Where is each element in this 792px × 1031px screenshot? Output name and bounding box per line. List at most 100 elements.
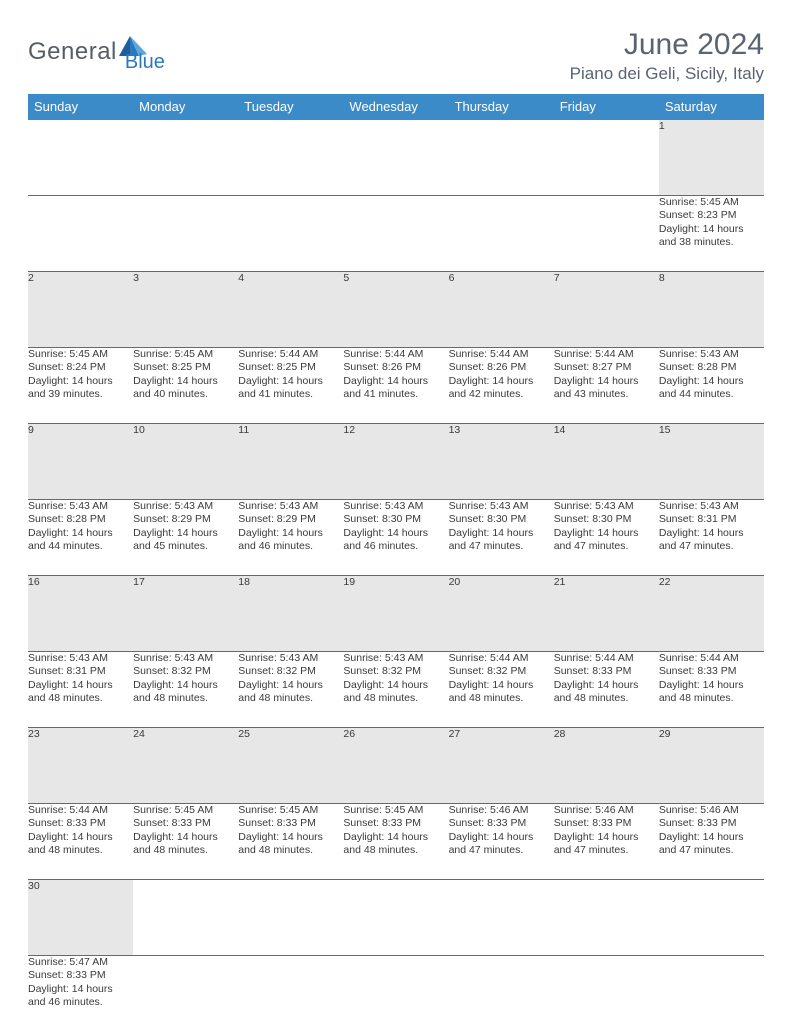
day-number: 2 xyxy=(28,272,34,284)
day-number-cell: 18 xyxy=(238,576,343,652)
day-content-cell: Sunrise: 5:45 AMSunset: 8:33 PMDaylight:… xyxy=(238,804,343,880)
sunrise-text: Sunrise: 5:43 AM xyxy=(238,652,343,665)
sunset-text: Sunset: 8:33 PM xyxy=(238,817,343,830)
day-number-cell xyxy=(238,880,343,956)
day-content-cell: Sunrise: 5:44 AMSunset: 8:32 PMDaylight:… xyxy=(449,652,554,728)
day-content-cell: Sunrise: 5:44 AMSunset: 8:27 PMDaylight:… xyxy=(554,348,659,424)
daylight-text: Daylight: 14 hours xyxy=(449,527,554,540)
daylight-text: and 47 minutes. xyxy=(449,540,554,553)
sunset-text: Sunset: 8:33 PM xyxy=(28,969,133,982)
day-number: 29 xyxy=(659,728,671,740)
day-content-cell: Sunrise: 5:43 AMSunset: 8:31 PMDaylight:… xyxy=(659,500,764,576)
daylight-text: Daylight: 14 hours xyxy=(554,831,659,844)
daylight-text: and 47 minutes. xyxy=(554,844,659,857)
sunset-text: Sunset: 8:33 PM xyxy=(343,817,448,830)
daylight-text: and 48 minutes. xyxy=(133,844,238,857)
daylight-text: Daylight: 14 hours xyxy=(554,527,659,540)
day-number: 9 xyxy=(28,424,34,436)
day-number: 4 xyxy=(238,272,244,284)
daylight-text: and 47 minutes. xyxy=(659,844,764,857)
day-number: 13 xyxy=(449,424,461,436)
calendar-page: General Blue June 2024 Piano dei Geli, S… xyxy=(0,0,792,1031)
daylight-text: and 41 minutes. xyxy=(343,388,448,401)
day-content-cell: Sunrise: 5:47 AMSunset: 8:33 PMDaylight:… xyxy=(28,956,133,1031)
calendar-head: Sunday Monday Tuesday Wednesday Thursday… xyxy=(28,94,764,120)
day-number: 3 xyxy=(133,272,139,284)
day-number: 7 xyxy=(554,272,560,284)
day-content-cell: Sunrise: 5:45 AMSunset: 8:33 PMDaylight:… xyxy=(133,804,238,880)
day-number: 11 xyxy=(238,424,249,436)
day-number-cell: 21 xyxy=(554,576,659,652)
daylight-text: Daylight: 14 hours xyxy=(343,527,448,540)
day-header: Sunday xyxy=(28,94,133,120)
daylight-text: Daylight: 14 hours xyxy=(343,679,448,692)
sunrise-text: Sunrise: 5:43 AM xyxy=(449,500,554,513)
day-number: 28 xyxy=(554,728,566,740)
daylight-text: and 38 minutes. xyxy=(659,236,764,249)
sunset-text: Sunset: 8:33 PM xyxy=(28,817,133,830)
sunrise-text: Sunrise: 5:46 AM xyxy=(449,804,554,817)
sunrise-text: Sunrise: 5:44 AM xyxy=(554,652,659,665)
day-content-cell: Sunrise: 5:46 AMSunset: 8:33 PMDaylight:… xyxy=(659,804,764,880)
day-number-cell: 30 xyxy=(28,880,133,956)
daylight-text: Daylight: 14 hours xyxy=(133,831,238,844)
daylight-text: and 48 minutes. xyxy=(28,692,133,705)
sunrise-text: Sunrise: 5:45 AM xyxy=(238,804,343,817)
sunset-text: Sunset: 8:33 PM xyxy=(659,665,764,678)
daynum-row: 9101112131415 xyxy=(28,424,764,500)
sunrise-text: Sunrise: 5:44 AM xyxy=(659,652,764,665)
daylight-text: and 48 minutes. xyxy=(343,692,448,705)
daylight-text: Daylight: 14 hours xyxy=(343,375,448,388)
day-number-cell xyxy=(449,880,554,956)
daylight-text: Daylight: 14 hours xyxy=(449,831,554,844)
daylight-text: Daylight: 14 hours xyxy=(449,679,554,692)
daylight-text: Daylight: 14 hours xyxy=(659,831,764,844)
daylight-text: Daylight: 14 hours xyxy=(238,527,343,540)
day-content-cell: Sunrise: 5:44 AMSunset: 8:33 PMDaylight:… xyxy=(554,652,659,728)
sunrise-text: Sunrise: 5:44 AM xyxy=(343,348,448,361)
daylight-text: and 46 minutes. xyxy=(28,996,133,1009)
day-number-cell: 27 xyxy=(449,728,554,804)
content-row: Sunrise: 5:44 AMSunset: 8:33 PMDaylight:… xyxy=(28,804,764,880)
sunset-text: Sunset: 8:30 PM xyxy=(554,513,659,526)
sunrise-text: Sunrise: 5:45 AM xyxy=(343,804,448,817)
day-content-cell xyxy=(659,956,764,1031)
day-content-cell: Sunrise: 5:43 AMSunset: 8:31 PMDaylight:… xyxy=(28,652,133,728)
daylight-text: Daylight: 14 hours xyxy=(28,679,133,692)
daynum-row: 1 xyxy=(28,120,764,196)
sunrise-text: Sunrise: 5:43 AM xyxy=(343,652,448,665)
sunset-text: Sunset: 8:30 PM xyxy=(343,513,448,526)
brand-logo: General Blue xyxy=(28,28,187,66)
sunrise-text: Sunrise: 5:44 AM xyxy=(554,348,659,361)
day-number: 20 xyxy=(449,576,461,588)
daylight-text: and 48 minutes. xyxy=(343,844,448,857)
day-number-cell xyxy=(449,120,554,196)
day-content-cell: Sunrise: 5:43 AMSunset: 8:32 PMDaylight:… xyxy=(133,652,238,728)
sunset-text: Sunset: 8:33 PM xyxy=(554,665,659,678)
day-content-cell: Sunrise: 5:46 AMSunset: 8:33 PMDaylight:… xyxy=(449,804,554,880)
sunset-text: Sunset: 8:24 PM xyxy=(28,361,133,374)
day-content-cell: Sunrise: 5:44 AMSunset: 8:33 PMDaylight:… xyxy=(28,804,133,880)
day-number: 23 xyxy=(28,728,40,740)
day-number-cell: 17 xyxy=(133,576,238,652)
sunset-text: Sunset: 8:29 PM xyxy=(238,513,343,526)
day-number: 18 xyxy=(238,576,250,588)
day-content-cell: Sunrise: 5:45 AMSunset: 8:33 PMDaylight:… xyxy=(343,804,448,880)
content-row: Sunrise: 5:43 AMSunset: 8:31 PMDaylight:… xyxy=(28,652,764,728)
day-content-cell: Sunrise: 5:43 AMSunset: 8:30 PMDaylight:… xyxy=(554,500,659,576)
day-number: 16 xyxy=(28,576,40,588)
day-number-cell: 5 xyxy=(343,272,448,348)
day-number-cell: 19 xyxy=(343,576,448,652)
day-content-cell: Sunrise: 5:43 AMSunset: 8:28 PMDaylight:… xyxy=(659,348,764,424)
sunrise-text: Sunrise: 5:44 AM xyxy=(238,348,343,361)
day-number: 27 xyxy=(449,728,461,740)
day-number-cell xyxy=(659,880,764,956)
daylight-text: and 48 minutes. xyxy=(238,692,343,705)
day-content-cell: Sunrise: 5:43 AMSunset: 8:30 PMDaylight:… xyxy=(343,500,448,576)
day-number-cell: 29 xyxy=(659,728,764,804)
sunset-text: Sunset: 8:25 PM xyxy=(238,361,343,374)
sunset-text: Sunset: 8:32 PM xyxy=(238,665,343,678)
day-number: 12 xyxy=(343,424,355,436)
day-content-cell xyxy=(343,196,448,272)
day-number: 21 xyxy=(554,576,566,588)
